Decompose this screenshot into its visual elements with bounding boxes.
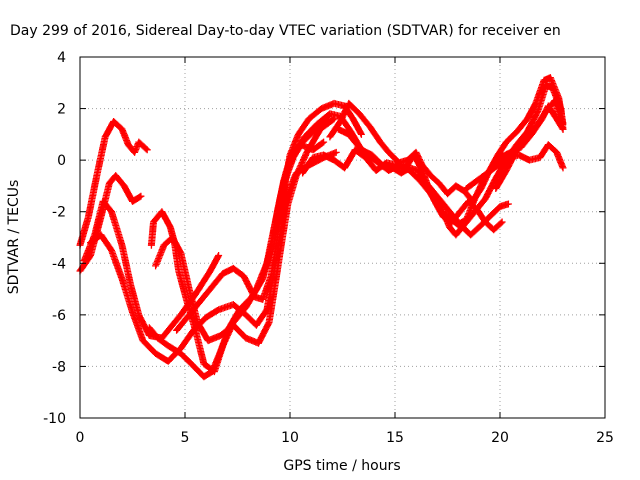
series-markers xyxy=(492,97,565,192)
x-axis-title: GPS time / hours xyxy=(283,458,400,474)
x-tick-label: 20 xyxy=(491,430,509,446)
y-tick-label: 2 xyxy=(57,102,66,118)
series-track-7 xyxy=(152,112,332,347)
plot-frame xyxy=(79,56,606,419)
x-tick-label: 25 xyxy=(596,430,614,446)
y-tick-labels: -10 -8 -6 -4 -2 0 2 4 xyxy=(43,50,66,427)
x-tick-label: 0 xyxy=(76,430,85,446)
series-markers xyxy=(152,112,332,347)
series-track-13 xyxy=(425,182,512,239)
x-tick-labels: 0 5 10 15 20 25 xyxy=(76,430,614,446)
y-tick-label: -10 xyxy=(43,411,66,427)
y-tick-label: -2 xyxy=(52,205,66,221)
y-axis-title: SDTVAR / TECUs xyxy=(6,180,22,295)
y-tick-label: 0 xyxy=(57,153,66,169)
x-tick-label: 15 xyxy=(386,430,404,446)
series-track-15 xyxy=(492,97,565,192)
y-tick-label: -4 xyxy=(52,256,66,272)
x-tick-label: 10 xyxy=(281,430,299,446)
x-tick-label: 5 xyxy=(181,430,190,446)
y-tick-label: 4 xyxy=(57,50,66,66)
data-series xyxy=(76,74,567,381)
y-tick-label: -8 xyxy=(52,359,66,375)
y-tick-label: -6 xyxy=(52,308,66,324)
chart-title: Day 299 of 2016, Sidereal Day-to-day VTE… xyxy=(10,23,561,39)
axis-ticks xyxy=(79,56,606,419)
series-markers xyxy=(425,182,512,239)
